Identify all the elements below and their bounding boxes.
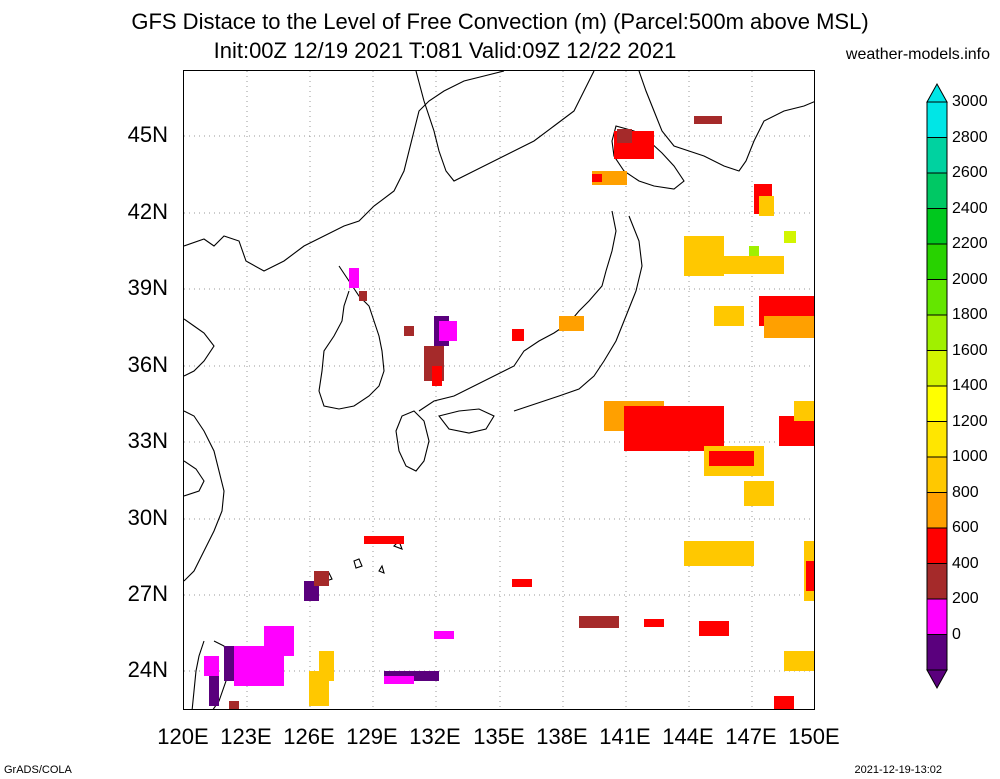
coastlines (184, 71, 814, 709)
colorbar-label: 1600 (952, 341, 988, 359)
colorbar-cell (926, 634, 948, 671)
map-canvas (184, 71, 814, 709)
chart-subtitle: Init:00Z 12/19 2021 T:081 Valid:09Z 12/2… (213, 38, 677, 63)
lfc-shading (204, 116, 814, 709)
lat-label: 42N (127, 199, 168, 224)
colorbar-cell (926, 172, 948, 209)
colorbar-cell (926, 314, 948, 351)
colorbar-bottom-arrow (926, 669, 948, 690)
lon-label: 132E (409, 724, 461, 749)
colorbar-cell (926, 527, 948, 564)
lat-label: 33N (127, 428, 168, 453)
lon-label: 123E (220, 724, 272, 749)
colorbar-label: 400 (952, 554, 979, 572)
lon-label: 138E (536, 724, 588, 749)
colorbar-label: 1400 (952, 377, 988, 394)
colorbar-cell (926, 279, 948, 316)
lat-label: 36N (127, 352, 168, 377)
colorbar-label: 1000 (952, 448, 988, 465)
colorbar-label: 2600 (952, 164, 988, 181)
colorbar-cell (926, 598, 948, 635)
colorbar-label: 1200 (952, 412, 988, 430)
lon-label: 144E (662, 724, 714, 749)
colorbar-cell (926, 421, 948, 458)
colorbar-label: 3000 (952, 93, 988, 110)
colorbar-cell (926, 137, 948, 174)
colorbar-label: 1800 (952, 306, 988, 323)
lon-label: 120E (157, 724, 209, 749)
colorbar-label: 2000 (952, 270, 988, 288)
colorbar-cell (926, 243, 948, 280)
colorbar-label: 2400 (952, 199, 988, 217)
lon-label: 129E (346, 724, 398, 749)
colorbar-label: 2800 (952, 128, 988, 146)
lon-label: 135E (473, 724, 525, 749)
colorbar-label: 200 (952, 590, 979, 607)
colorbar-cell (926, 350, 948, 387)
colorbar-cell (926, 208, 948, 245)
colorbar-cell (926, 563, 948, 600)
colorbar (926, 82, 948, 690)
lat-label: 30N (127, 505, 168, 530)
colorbar-label: 0 (952, 625, 961, 643)
colorbar-cell (926, 101, 948, 138)
colorbar-top-arrow (926, 82, 948, 103)
lon-label: 147E (725, 724, 777, 749)
map-panel (183, 70, 815, 710)
site-credit: weather-models.info (845, 46, 990, 63)
timestamp: 2021-12-19-13:02 (854, 764, 942, 776)
lon-label: 141E (599, 724, 651, 749)
lat-label: 45N (127, 122, 168, 147)
grid-lines (184, 71, 814, 709)
lat-label: 27N (127, 581, 168, 606)
colorbar-cell (926, 385, 948, 422)
lon-label: 150E (788, 724, 840, 749)
colorbar-label: 2200 (952, 235, 988, 252)
lat-label: 39N (127, 275, 168, 300)
chart-title: GFS Distace to the Level of Free Convect… (131, 9, 869, 34)
colorbar-cell (926, 492, 948, 529)
lon-label: 126E (283, 724, 335, 749)
colorbar-cell (926, 456, 948, 493)
lat-label: 24N (127, 657, 168, 682)
colorbar-label: 600 (952, 519, 979, 536)
software-credit: GrADS/COLA (4, 764, 72, 776)
colorbar-label: 800 (952, 483, 979, 501)
